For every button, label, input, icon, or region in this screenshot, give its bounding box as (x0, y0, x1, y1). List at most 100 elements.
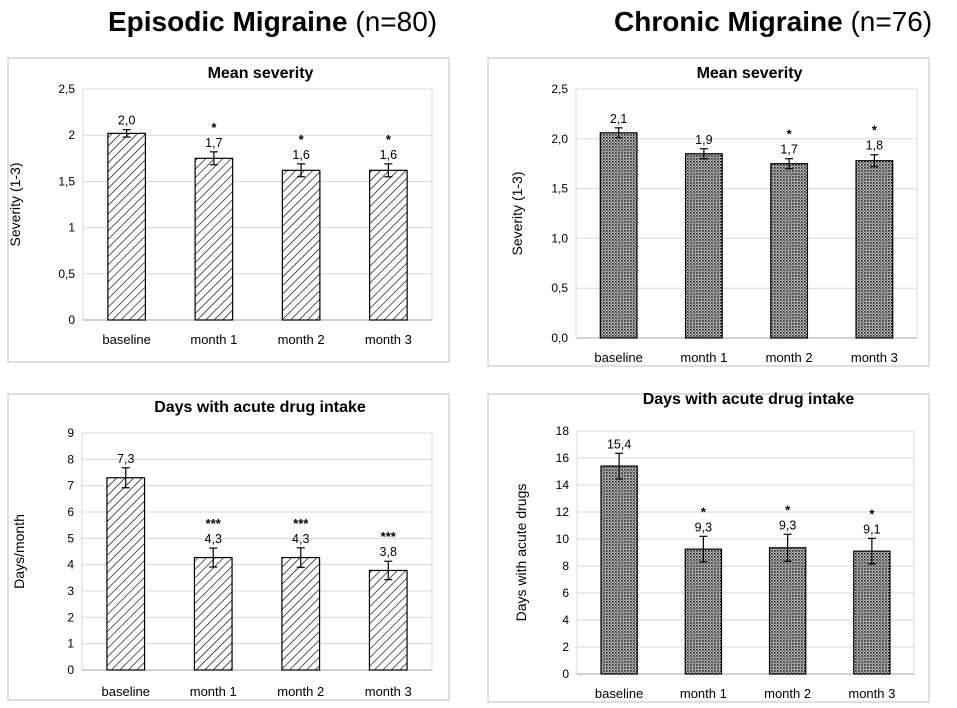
y-tick-label: 6 (67, 505, 74, 519)
y-tick-label: 0,0 (551, 331, 568, 345)
y-axis-label: Severity (1-3) (7, 162, 23, 246)
episodic-migraine-n: (n=80) (355, 6, 438, 37)
chart-frame (7, 393, 450, 701)
x-category-label: month 1 (190, 684, 237, 699)
y-tick-label: 8 (562, 559, 569, 573)
chart-chronic-acute-drug-days: Days with acute drug intake 0 2 4 6 8 10 12 14 16… (487, 391, 930, 703)
chart-episodic-acute-drug-days: Days with acute drug intake 0 1 2 3 4 5 6 7 8 9 Day… (7, 393, 450, 701)
y-tick-label: 8 (67, 452, 74, 466)
chart-chronic-mean-severity: Mean severity 0,0 0,5 1,0 1,5 2,0 2,5 Severity … (487, 57, 930, 367)
significance-marker: * (785, 502, 791, 517)
y-tick-label: 2 (562, 640, 569, 654)
y-tick-label: 16 (556, 451, 570, 465)
y-tick-label: 18 (556, 424, 570, 438)
data-label: 2,1 (610, 112, 627, 126)
significance-marker: *** (206, 516, 222, 531)
data-label: 1,6 (292, 148, 309, 162)
y-tick-label: 2,5 (58, 82, 75, 96)
chart-title: Days with acute drug intake (154, 399, 366, 416)
bar (770, 163, 809, 339)
y-tick-label: 2 (68, 128, 75, 142)
significance-marker: * (869, 506, 875, 521)
x-category-label: month 2 (764, 686, 811, 701)
bar (853, 550, 891, 675)
chronic-migraine-title: Chronic Migraine (614, 6, 843, 37)
chart-frame (487, 57, 930, 367)
chart-episodic-mean-severity: Mean severity 0 0,5 1 1,5 2 2,5 Severity (1-3) 2… (7, 57, 450, 363)
x-category-label: baseline (102, 332, 150, 347)
data-label: 1,7 (205, 136, 222, 150)
data-label: 2,0 (118, 114, 135, 128)
bar (368, 569, 408, 671)
bar (107, 132, 146, 321)
bar (369, 169, 408, 321)
episodic-migraine-title: Episodic Migraine (108, 6, 348, 37)
y-tick-label: 1,5 (551, 182, 568, 196)
data-label: 9,3 (695, 520, 712, 534)
chart-title: Mean severity (697, 65, 803, 82)
x-category-label: month 3 (851, 350, 898, 365)
data-label: 1,9 (695, 133, 712, 147)
y-tick-label: 4 (67, 558, 74, 572)
y-tick-label: 2,5 (551, 82, 568, 96)
y-tick-label: 9 (67, 426, 74, 440)
x-category-label: month 1 (680, 686, 727, 701)
bar (194, 157, 234, 321)
y-tick-label: 14 (556, 478, 570, 492)
x-category-label: month 3 (365, 332, 412, 347)
data-label: 1,8 (866, 139, 883, 153)
data-label: 1,6 (380, 148, 397, 162)
bar (600, 465, 638, 675)
significance-marker: * (386, 132, 392, 147)
chronic-migraine-header: Chronic Migraine (n=76) (614, 4, 932, 40)
chronic-migraine-n: (n=76) (850, 6, 933, 37)
y-tick-label: 2,0 (551, 132, 568, 146)
bar (193, 556, 233, 671)
data-label: 7,3 (117, 452, 134, 466)
significance-marker: * (211, 120, 217, 135)
chart-frame (487, 393, 930, 703)
x-category-label: baseline (594, 350, 642, 365)
data-label: 1,7 (780, 143, 797, 157)
significance-marker: * (701, 504, 707, 519)
bar (106, 477, 146, 671)
y-tick-label: 2 (67, 610, 74, 624)
data-label: 9,3 (779, 518, 796, 532)
y-tick-label: 6 (562, 586, 569, 600)
x-category-label: month 3 (848, 686, 895, 701)
y-axis-label: Severity (1-3) (509, 171, 525, 255)
bar (281, 169, 321, 321)
data-label: 4,3 (292, 532, 309, 546)
episodic-migraine-header: Episodic Migraine (n=80) (108, 4, 437, 40)
y-tick-label: 0 (68, 313, 75, 327)
y-tick-label: 1,0 (551, 231, 568, 245)
x-category-label: month 2 (277, 684, 324, 699)
bar (599, 132, 638, 339)
significance-marker: * (299, 132, 305, 147)
y-axis-label: Days/month (11, 514, 27, 589)
bar (768, 547, 807, 675)
x-category-label: month 2 (278, 332, 325, 347)
bar (281, 556, 321, 671)
chart-title: Days with acute drug intake (643, 391, 855, 408)
bar (684, 153, 723, 339)
data-label: 9,1 (863, 522, 880, 536)
y-tick-label: 1,5 (58, 174, 75, 188)
x-category-label: month 1 (190, 332, 237, 347)
x-category-label: baseline (102, 684, 150, 699)
y-tick-label: 0 (67, 663, 74, 677)
x-category-label: baseline (595, 686, 643, 701)
data-label: 15,4 (607, 437, 631, 451)
significance-marker: *** (381, 529, 397, 544)
significance-marker: *** (293, 516, 309, 531)
y-axis-label: Days with acute drugs (513, 484, 529, 622)
y-tick-label: 3 (67, 584, 74, 598)
data-label: 3,8 (380, 545, 397, 559)
x-category-label: month 2 (766, 350, 813, 365)
y-tick-label: 7 (67, 479, 74, 493)
y-tick-label: 10 (556, 532, 570, 546)
bar (855, 160, 894, 339)
y-tick-label: 1 (67, 637, 74, 651)
x-category-label: month 3 (365, 684, 412, 699)
y-tick-label: 0,5 (551, 281, 568, 295)
